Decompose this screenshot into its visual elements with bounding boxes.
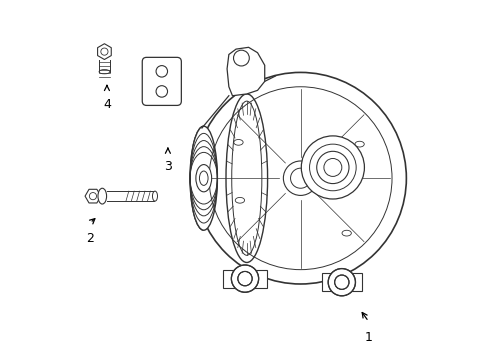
- Text: 1: 1: [365, 330, 373, 343]
- Ellipse shape: [98, 188, 107, 204]
- Circle shape: [195, 72, 406, 284]
- Ellipse shape: [152, 191, 157, 201]
- Polygon shape: [227, 47, 265, 96]
- FancyBboxPatch shape: [142, 57, 181, 105]
- Polygon shape: [322, 273, 362, 291]
- Circle shape: [301, 136, 365, 199]
- Ellipse shape: [190, 126, 218, 230]
- Circle shape: [283, 161, 318, 195]
- Text: 3: 3: [164, 160, 172, 173]
- Text: 4: 4: [103, 98, 111, 111]
- Text: 2: 2: [86, 232, 94, 245]
- Circle shape: [328, 269, 355, 296]
- Polygon shape: [223, 270, 267, 288]
- Ellipse shape: [196, 165, 212, 192]
- Ellipse shape: [226, 94, 268, 262]
- Circle shape: [231, 265, 259, 292]
